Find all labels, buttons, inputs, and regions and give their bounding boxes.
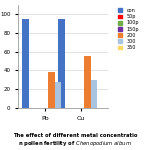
Bar: [22, 19, 29, 108]
Bar: [91, 80, 97, 108]
Bar: [58, 19, 65, 108]
Bar: [48, 72, 55, 108]
Bar: [55, 82, 61, 108]
Text: The effect of different metal concentratio
n pollen fertility of $\it{Chenopodiu: The effect of different metal concentrat…: [13, 133, 137, 148]
Legend: con, 50p, 100p, 150p, 200, 300, 350: con, 50p, 100p, 150p, 200, 300, 350: [117, 7, 140, 51]
Bar: [84, 56, 91, 108]
